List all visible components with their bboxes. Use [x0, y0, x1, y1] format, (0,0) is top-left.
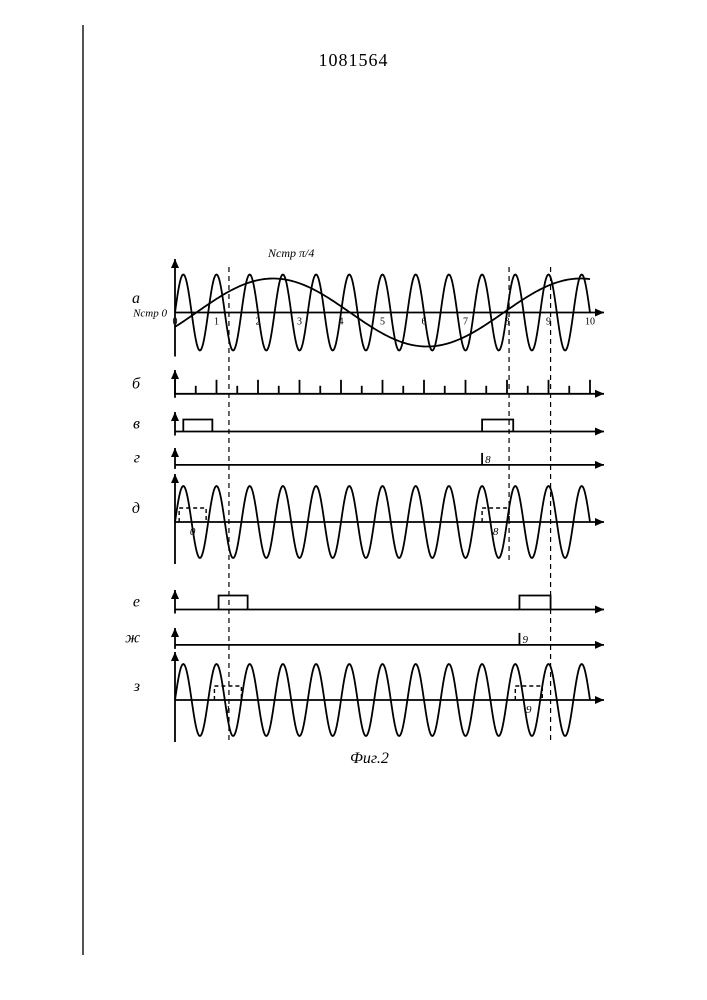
svg-text:а: а [132, 290, 140, 307]
svg-text:4: 4 [339, 317, 344, 328]
page: 1081564 а012345678910Nстр π/4Nстр 0бвг8д… [0, 0, 707, 1000]
svg-text:3: 3 [297, 317, 302, 328]
svg-text:7: 7 [463, 317, 468, 328]
figure-caption: Фиг.2 [350, 750, 389, 768]
svg-text:Nстр π/4: Nстр π/4 [267, 246, 314, 260]
svg-text:8: 8 [493, 526, 499, 538]
svg-text:з: з [133, 678, 140, 695]
svg-text:Nстр 0: Nстр 0 [132, 308, 167, 320]
svg-text:0: 0 [173, 317, 178, 328]
svg-text:б: б [132, 376, 141, 393]
svg-text:е: е [133, 594, 140, 611]
figure-svg: а012345678910Nстр π/4Nстр 0бвг8д08еж9з19 [0, 0, 707, 1000]
svg-text:9: 9 [522, 634, 528, 646]
svg-text:г: г [134, 449, 140, 466]
svg-text:д: д [132, 500, 140, 517]
svg-text:9: 9 [526, 704, 532, 716]
svg-text:6: 6 [422, 317, 427, 328]
svg-text:в: в [133, 416, 140, 433]
svg-text:0: 0 [190, 526, 196, 538]
svg-text:1: 1 [214, 317, 219, 328]
svg-text:8: 8 [485, 454, 491, 466]
svg-text:ж: ж [125, 629, 140, 646]
svg-text:2: 2 [256, 317, 261, 328]
svg-text:5: 5 [380, 317, 385, 328]
svg-text:1: 1 [225, 704, 231, 716]
svg-text:10: 10 [585, 317, 595, 328]
